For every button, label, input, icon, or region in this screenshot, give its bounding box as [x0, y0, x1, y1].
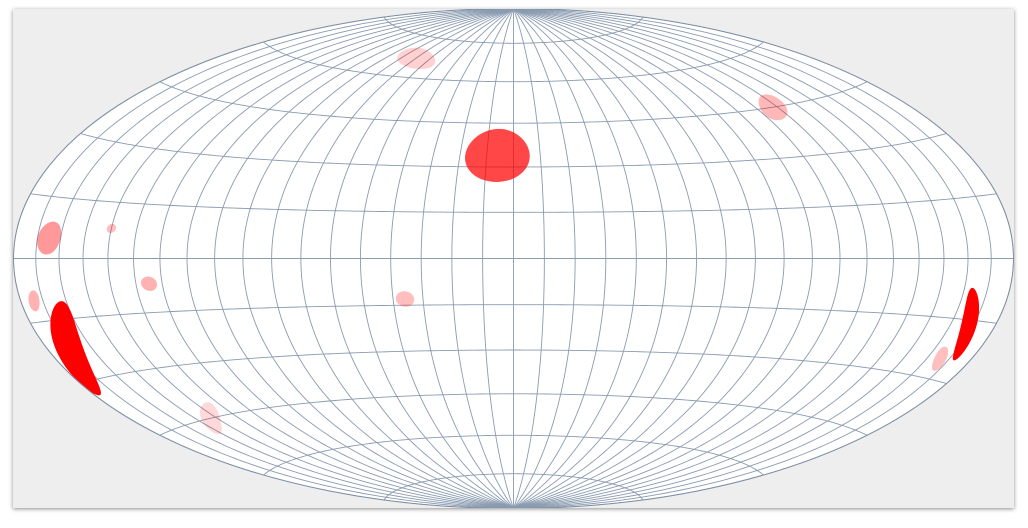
parallel-line — [80, 349, 947, 384]
data-spot[interactable] — [106, 223, 117, 233]
parallel-line — [30, 304, 997, 324]
parallel-line — [383, 473, 644, 501]
data-spot[interactable] — [758, 94, 788, 121]
data-spot[interactable] — [395, 291, 415, 307]
data-spot[interactable] — [931, 346, 949, 371]
map-frame — [13, 9, 1014, 508]
data-spot[interactable] — [952, 287, 980, 361]
parallel-line — [30, 193, 997, 213]
parallel-line — [159, 393, 868, 436]
data-spot[interactable] — [465, 128, 530, 182]
graticule — [13, 9, 1014, 508]
data-spot[interactable] — [199, 402, 222, 435]
sphere-outline — [13, 9, 1014, 508]
parallel-line — [159, 81, 868, 124]
parallel-line — [383, 16, 644, 44]
data-spot[interactable] — [37, 221, 62, 255]
data-spot[interactable] — [140, 276, 158, 291]
spot-layer — [28, 47, 980, 435]
parallel-line — [263, 434, 764, 476]
parallel-line — [263, 41, 764, 83]
data-spot[interactable] — [28, 290, 40, 312]
data-spot[interactable] — [50, 301, 101, 396]
sky-map[interactable] — [13, 9, 1014, 508]
data-spot[interactable] — [397, 47, 436, 70]
